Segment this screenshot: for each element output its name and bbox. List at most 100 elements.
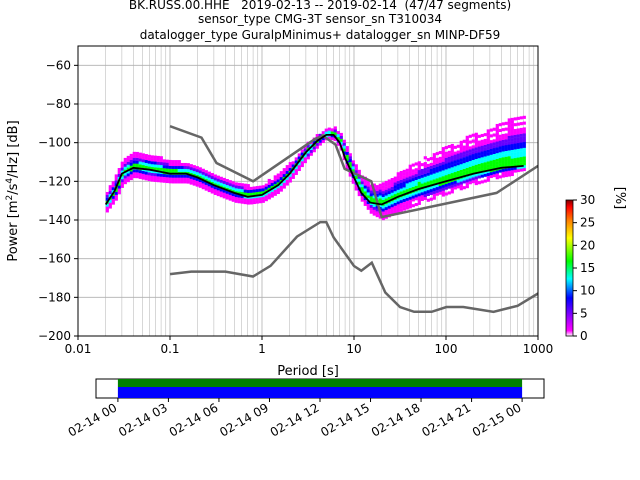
psd-cell xyxy=(174,168,178,172)
psd-cell xyxy=(507,135,511,139)
psd-cell xyxy=(408,202,412,206)
psd-cell xyxy=(438,159,442,163)
psd-cell xyxy=(234,188,238,192)
psd-cell xyxy=(105,206,109,210)
psd-cell xyxy=(456,144,460,148)
psd-cell xyxy=(480,154,484,158)
psd-cell xyxy=(486,155,490,159)
psd-cell xyxy=(453,154,457,158)
psd-cell xyxy=(462,154,466,158)
psd-cell xyxy=(417,193,421,197)
psd-cell xyxy=(171,160,175,164)
psd-cell xyxy=(465,185,469,189)
coverage-tick-label: 02-14 03 xyxy=(116,400,170,439)
psd-cell xyxy=(135,151,139,156)
psd-cell xyxy=(432,182,436,186)
psd-cell xyxy=(369,204,373,208)
psd-cell xyxy=(363,185,367,189)
psd-cell xyxy=(222,195,226,199)
psd-cell xyxy=(144,156,148,161)
psd-cell xyxy=(159,156,163,160)
psd-cell xyxy=(393,191,397,195)
psd-cell xyxy=(153,158,157,162)
psd-cell xyxy=(495,164,499,168)
psd-cell xyxy=(459,161,463,165)
psd-cell xyxy=(165,174,169,178)
psd-cell xyxy=(426,192,430,197)
psd-cell xyxy=(495,173,499,177)
psd-cell xyxy=(429,197,433,201)
psd-cell xyxy=(237,197,241,201)
psd-cell xyxy=(441,149,445,154)
psd-cell xyxy=(372,209,376,213)
psd-cell xyxy=(396,204,400,208)
psd-cell xyxy=(468,160,472,164)
psd-cell xyxy=(369,187,373,191)
psd-cell xyxy=(363,191,367,195)
psd-cell xyxy=(171,177,175,181)
psd-cell xyxy=(429,174,433,178)
psd-cell xyxy=(486,132,490,136)
psd-cell xyxy=(459,181,463,185)
psd-cell xyxy=(402,207,406,211)
psd-cell xyxy=(396,175,400,179)
psd-cell xyxy=(507,153,511,157)
psd-cell xyxy=(411,172,415,176)
psd-cell xyxy=(495,135,499,139)
psd-cell xyxy=(252,186,256,190)
y-axis-label: Power [m2/s4/Hz] [dB] xyxy=(5,120,21,261)
psd-cell xyxy=(291,170,295,174)
psd-cell xyxy=(516,134,520,138)
psd-cell xyxy=(315,145,319,149)
psd-cell xyxy=(129,168,133,172)
psd-cell xyxy=(504,150,508,154)
psd-cell xyxy=(213,188,217,193)
psd-cell xyxy=(345,148,349,153)
psd-cell xyxy=(519,145,523,149)
psd-cell xyxy=(417,161,421,165)
psd-cell xyxy=(435,181,439,185)
psd-cell xyxy=(465,164,469,168)
psd-cell xyxy=(117,188,121,192)
psd-cell xyxy=(504,136,508,140)
psd-cell xyxy=(450,175,454,179)
psd-cell xyxy=(285,170,289,174)
psd-cell xyxy=(507,141,511,145)
psd-cell xyxy=(483,141,487,145)
psd-cell xyxy=(246,186,250,191)
psd-cell xyxy=(183,168,187,172)
psd-cell xyxy=(345,166,349,170)
psd-cell xyxy=(516,140,520,144)
psd-cell xyxy=(111,195,115,199)
psd-cell xyxy=(255,186,259,190)
psd-cell xyxy=(450,164,454,168)
psd-cell xyxy=(363,199,367,204)
psd-cell xyxy=(480,171,484,175)
psd-cell xyxy=(435,160,439,164)
psd-cell xyxy=(459,158,463,162)
psd-cell xyxy=(486,140,490,145)
psd-cell xyxy=(141,156,145,160)
psd-cell xyxy=(117,185,121,189)
psd-cell xyxy=(426,181,430,185)
psd-cell xyxy=(366,206,370,210)
colorbar xyxy=(565,199,574,337)
psd-cell xyxy=(150,155,154,159)
psd-cell xyxy=(513,160,517,164)
psd-cell xyxy=(456,167,460,172)
psd-cell xyxy=(366,186,370,190)
psd-cell xyxy=(402,175,406,179)
psd-cell xyxy=(285,165,289,169)
psd-cell xyxy=(219,194,223,198)
psd-cell xyxy=(312,146,316,150)
psd-cell xyxy=(408,187,412,191)
psd-cell xyxy=(108,190,112,195)
psd-cell xyxy=(480,157,484,161)
psd-cell xyxy=(249,189,253,193)
psd-cell xyxy=(405,200,409,204)
psd-cell xyxy=(501,148,505,152)
psd-cell xyxy=(507,127,511,131)
psd-cell xyxy=(513,152,517,156)
psd-cell xyxy=(393,199,397,203)
psd-cell xyxy=(270,182,274,187)
